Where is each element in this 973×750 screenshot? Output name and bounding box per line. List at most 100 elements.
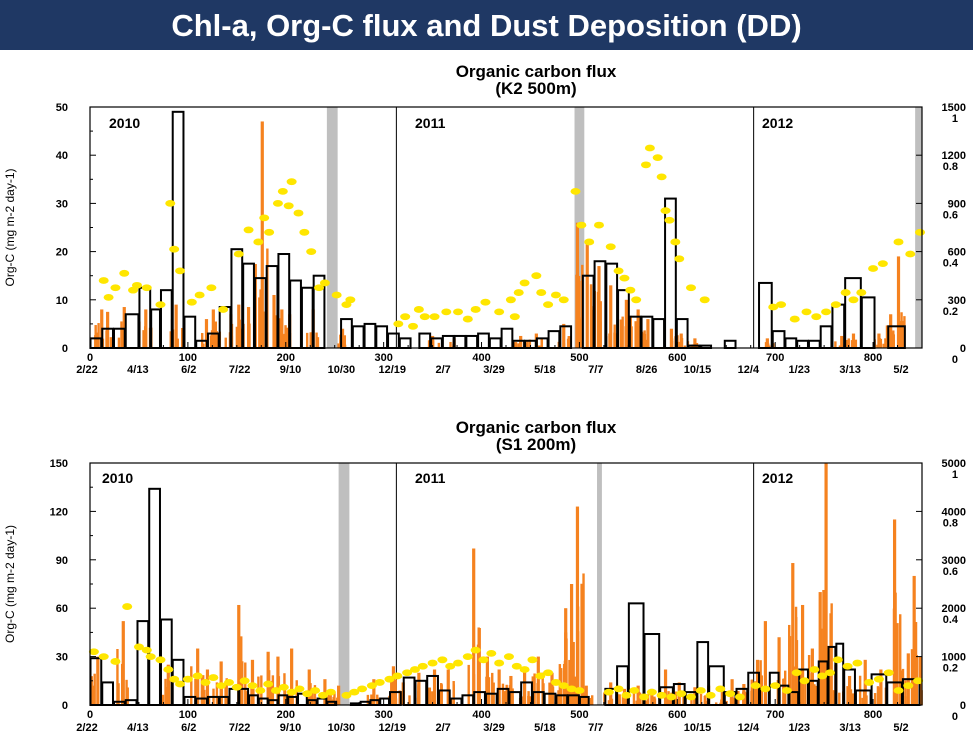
chl-point [366, 682, 377, 690]
dust-bar [215, 682, 219, 705]
dust-bar [791, 563, 795, 705]
dust-bar [834, 341, 837, 348]
orgc-bar [453, 334, 467, 350]
dust-bar [680, 338, 684, 348]
dust-bar [372, 679, 376, 705]
dust-bar [278, 318, 281, 348]
orgc-bar [375, 325, 389, 349]
dust-bar [576, 631, 580, 705]
chl-point [535, 672, 546, 680]
right-inner-label: 0.6 [943, 209, 958, 221]
dust-bar [753, 681, 757, 705]
chl-point [629, 687, 640, 694]
dust-bar [343, 335, 347, 348]
dust-bar [536, 683, 539, 705]
chl-point [145, 653, 156, 660]
dust-bar [635, 700, 638, 705]
chl-point [478, 656, 489, 664]
dust-bar [533, 673, 536, 705]
chl-point [842, 662, 853, 670]
chl-point [445, 662, 456, 670]
chl-point [98, 277, 109, 284]
x-tick-label: 0 [87, 709, 93, 721]
chl-point [110, 658, 121, 665]
dust-bar [562, 343, 566, 348]
chl-point [264, 228, 275, 236]
orgc-bar [148, 487, 161, 706]
dust-bar [682, 696, 685, 705]
dust-bar [307, 669, 311, 705]
chart-panel-1: Organic carbon flux(K2 500m)01020304050O… [3, 62, 966, 376]
chl-point [830, 301, 841, 309]
dust-bar [896, 623, 899, 705]
orgc-bar [465, 334, 479, 350]
right-outer-label: 5000 [942, 458, 966, 470]
dust-bar [485, 676, 488, 705]
dust-bar [838, 345, 842, 348]
dust-bar [239, 328, 243, 348]
dust-bar [96, 341, 99, 348]
x-tick-label: 100 [179, 352, 197, 364]
dust-bar [214, 321, 218, 348]
chl-point [811, 313, 822, 321]
chl-point [613, 685, 624, 693]
dust-bar [810, 648, 814, 705]
chl-point [402, 669, 413, 677]
chl-point [453, 308, 464, 316]
dust-bar [788, 636, 792, 705]
dust-bar [431, 340, 435, 348]
date-label: 2/7 [435, 722, 450, 734]
y-tick-label: 50 [56, 102, 68, 114]
year-label: 2011 [415, 470, 446, 486]
orgc-bar [183, 315, 197, 350]
chl-point [705, 691, 716, 699]
dust-bar [851, 333, 856, 348]
dust-bar [730, 698, 733, 705]
dust-bar [190, 666, 193, 705]
dust-bar [337, 685, 341, 705]
dust-bar [896, 256, 901, 348]
dust-bar [126, 687, 129, 705]
dust-bar [487, 677, 491, 705]
right-outer-label: 1500 [942, 102, 966, 114]
right-inner-label: 0.8 [943, 161, 958, 173]
chl-point [277, 187, 288, 195]
chl-point [640, 161, 651, 169]
dust-bar [882, 343, 885, 348]
chl-point [527, 656, 538, 664]
dust-bar [174, 304, 178, 348]
right-inner-label: 0.4 [943, 614, 959, 626]
dust-bar [646, 694, 650, 705]
dust-bar [743, 691, 747, 705]
chl-point [200, 679, 211, 686]
dust-bar [683, 345, 687, 348]
date-label: 8/26 [636, 364, 657, 376]
dust-bar [106, 311, 110, 348]
chl-point [883, 669, 894, 677]
dust-bar [143, 326, 147, 348]
dust-bar [262, 311, 265, 348]
orgc-bar [860, 296, 876, 350]
chl-point [873, 675, 884, 683]
chl-point [619, 274, 630, 282]
dust-bar [642, 333, 645, 348]
right-outer-label: 1200 [942, 150, 966, 162]
y-tick-label: 0 [62, 343, 68, 355]
chl-point [646, 688, 657, 696]
dust-bar [427, 340, 431, 348]
chl-point [570, 187, 581, 195]
chl-point [270, 687, 281, 694]
dust-bar [390, 692, 393, 705]
right-outer-label: 0 [960, 700, 966, 712]
dust-bar [235, 326, 239, 348]
x-tick-label: 800 [864, 709, 882, 721]
dust-bar [568, 336, 571, 348]
dust-bar [865, 695, 868, 705]
dust-bar [610, 698, 614, 705]
right-outer-label: 900 [948, 198, 966, 210]
dust-bar [879, 338, 883, 348]
date-label: 4/13 [127, 364, 148, 376]
chart-subtitle: (K2 500m) [495, 79, 576, 98]
chl-point [750, 682, 761, 690]
chl-point [821, 308, 832, 316]
